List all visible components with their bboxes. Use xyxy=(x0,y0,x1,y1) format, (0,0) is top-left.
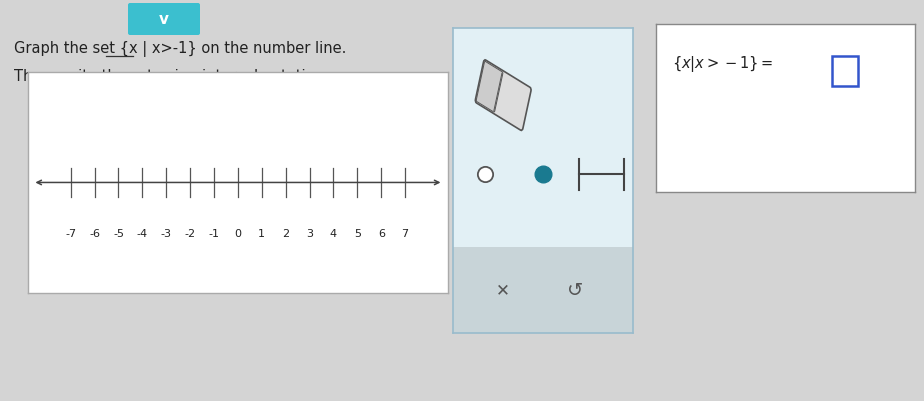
Text: Graph the set {x | x>-1} on the number line.: Graph the set {x | x>-1} on the number l… xyxy=(14,41,346,57)
Text: $\{x|x > -1\} =$: $\{x|x > -1\} =$ xyxy=(672,55,773,74)
Text: 3: 3 xyxy=(306,229,313,239)
Bar xyxy=(453,247,633,333)
Text: -6: -6 xyxy=(89,229,100,239)
Text: -5: -5 xyxy=(113,229,124,239)
Text: 2: 2 xyxy=(282,229,289,239)
Text: -3: -3 xyxy=(161,229,172,239)
FancyBboxPatch shape xyxy=(475,60,531,130)
Text: 5: 5 xyxy=(354,229,361,239)
Text: -4: -4 xyxy=(137,229,148,239)
Text: -2: -2 xyxy=(185,229,196,239)
Text: -1: -1 xyxy=(209,229,220,239)
FancyBboxPatch shape xyxy=(476,61,503,112)
Text: v: v xyxy=(159,12,169,26)
Text: 1: 1 xyxy=(259,229,265,239)
Text: ↺: ↺ xyxy=(567,281,583,300)
Text: 0: 0 xyxy=(235,229,241,239)
Text: 4: 4 xyxy=(330,229,337,239)
FancyBboxPatch shape xyxy=(832,56,857,86)
Text: 6: 6 xyxy=(378,229,384,239)
FancyBboxPatch shape xyxy=(128,3,200,35)
Text: ✕: ✕ xyxy=(496,281,510,299)
Text: 7: 7 xyxy=(402,229,408,239)
Text: Then, write the set using interval notation.: Then, write the set using interval notat… xyxy=(14,69,329,83)
Text: -7: -7 xyxy=(66,229,77,239)
